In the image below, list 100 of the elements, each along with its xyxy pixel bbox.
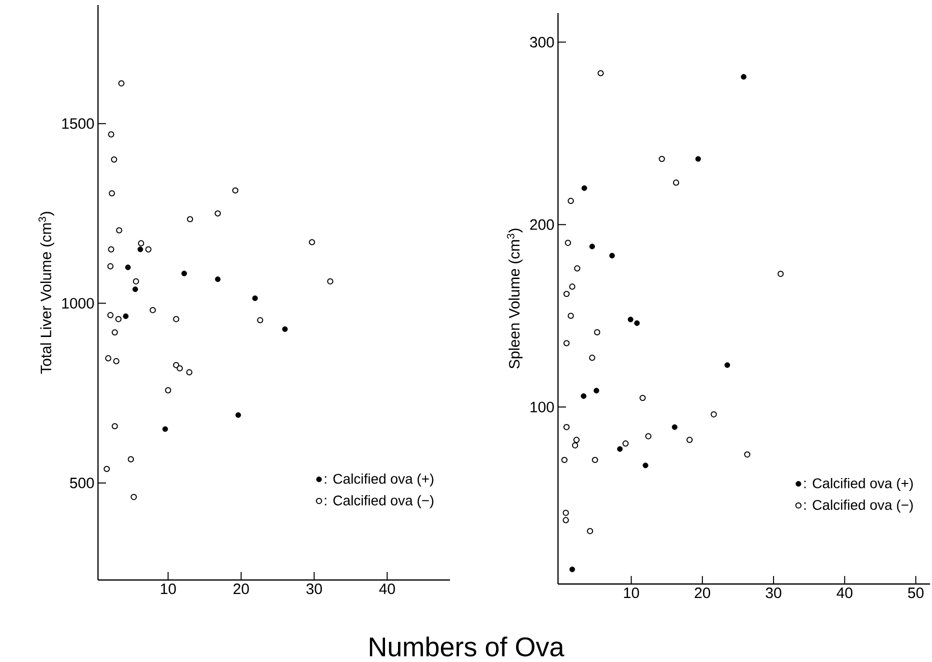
point xyxy=(122,313,129,320)
point xyxy=(132,278,140,284)
y-tick-label: 200 xyxy=(530,219,554,230)
x-tick-label: 50 xyxy=(908,588,924,598)
point xyxy=(724,362,730,368)
point xyxy=(598,70,604,76)
point xyxy=(125,264,131,270)
point xyxy=(586,528,594,534)
point xyxy=(176,365,183,372)
point xyxy=(589,354,596,361)
point xyxy=(186,216,194,222)
y-tick-label: 1500 xyxy=(62,118,94,129)
point xyxy=(594,388,600,394)
point xyxy=(112,423,118,430)
y-axis-title: Spleen Volume (cm$^{3}$) xyxy=(506,228,523,369)
point xyxy=(308,239,316,246)
point xyxy=(710,411,717,418)
legend-label: : Calcified ova (+) xyxy=(804,478,913,492)
point xyxy=(105,355,112,362)
point xyxy=(740,74,746,80)
point xyxy=(108,131,114,138)
point xyxy=(592,456,598,464)
point xyxy=(165,387,172,394)
point xyxy=(686,436,693,443)
point xyxy=(561,456,568,464)
point xyxy=(186,369,192,376)
x-tick-label: 20 xyxy=(694,588,710,598)
point xyxy=(562,517,569,524)
point xyxy=(104,466,110,472)
point xyxy=(569,566,576,572)
point xyxy=(562,510,569,516)
x-tick-label: 20 xyxy=(234,584,249,594)
point xyxy=(282,326,288,332)
point xyxy=(634,320,640,326)
point xyxy=(580,393,586,399)
y-tick-label: 300 xyxy=(530,36,554,48)
point xyxy=(563,424,570,430)
point xyxy=(695,156,701,162)
point xyxy=(112,329,118,336)
point xyxy=(232,187,238,194)
x-axis-title: Numbers of Ova xyxy=(370,636,564,656)
point xyxy=(645,433,652,440)
point xyxy=(116,227,122,234)
point xyxy=(609,252,615,258)
point xyxy=(138,240,144,246)
x-tick-label: 40 xyxy=(379,584,395,594)
x-tick-label: 10 xyxy=(624,588,640,598)
point xyxy=(108,246,114,252)
point xyxy=(778,270,784,277)
point xyxy=(582,185,588,191)
point xyxy=(118,80,124,86)
legend-label: : Calcified ova (−) xyxy=(804,500,913,513)
point xyxy=(572,442,578,448)
point xyxy=(181,270,187,276)
point xyxy=(130,494,137,500)
point xyxy=(672,424,678,430)
point xyxy=(162,426,168,432)
y-tick-label: 500 xyxy=(70,478,94,488)
point xyxy=(622,440,629,447)
point xyxy=(568,312,574,319)
point xyxy=(642,462,648,468)
point xyxy=(568,198,574,204)
point xyxy=(672,180,680,186)
point xyxy=(257,317,264,324)
point xyxy=(138,246,144,252)
point xyxy=(214,210,221,217)
point xyxy=(132,286,138,292)
point xyxy=(574,265,580,272)
point xyxy=(628,316,634,322)
point xyxy=(173,316,180,322)
point xyxy=(108,190,115,196)
x-tick-label: 10 xyxy=(160,584,176,594)
point xyxy=(563,290,570,298)
point xyxy=(569,284,576,290)
point xyxy=(573,436,580,443)
y-tick-label: 100 xyxy=(530,402,554,412)
x-tick-label: 30 xyxy=(306,584,322,594)
point xyxy=(564,240,572,246)
point xyxy=(110,156,118,163)
point xyxy=(107,312,114,318)
point xyxy=(113,358,120,364)
point xyxy=(107,263,114,270)
point xyxy=(658,156,665,162)
point xyxy=(744,451,750,458)
legend-label: : Calcified ova (−) xyxy=(324,495,434,508)
point xyxy=(594,329,600,336)
point xyxy=(128,456,134,462)
point xyxy=(150,307,156,314)
point xyxy=(145,246,152,252)
point xyxy=(563,340,570,346)
x-tick-label: 40 xyxy=(836,588,852,598)
point xyxy=(235,412,242,418)
point xyxy=(589,244,595,250)
y-tick-label: 1000 xyxy=(62,298,94,309)
legend-label: : Calcified ova (+) xyxy=(324,474,434,487)
point xyxy=(617,446,623,452)
y-axis-title: Total Liver Volume (cm$^{3}$) xyxy=(38,212,54,374)
point xyxy=(327,278,334,284)
x-tick-label: 30 xyxy=(766,588,782,598)
point xyxy=(252,295,258,302)
